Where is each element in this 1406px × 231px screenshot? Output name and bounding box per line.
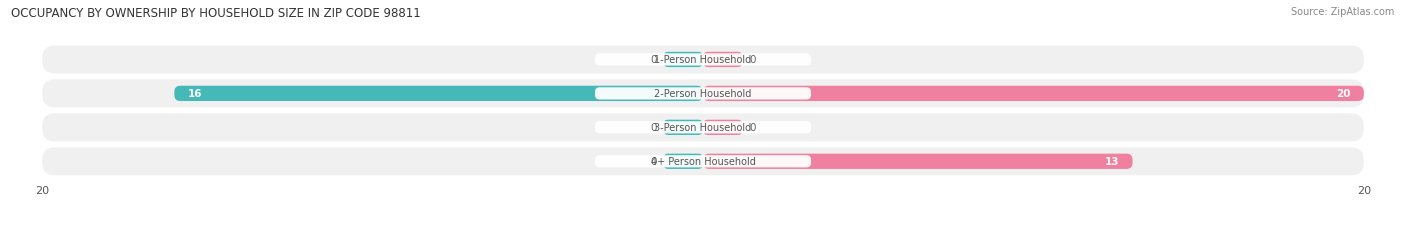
Text: Source: ZipAtlas.com: Source: ZipAtlas.com [1291, 7, 1395, 17]
FancyBboxPatch shape [42, 46, 1364, 74]
FancyBboxPatch shape [664, 154, 703, 169]
FancyBboxPatch shape [595, 122, 811, 134]
Text: OCCUPANCY BY OWNERSHIP BY HOUSEHOLD SIZE IN ZIP CODE 98811: OCCUPANCY BY OWNERSHIP BY HOUSEHOLD SIZE… [11, 7, 420, 20]
FancyBboxPatch shape [703, 154, 1133, 169]
Text: 0: 0 [749, 55, 756, 65]
Text: 0: 0 [749, 123, 756, 133]
FancyBboxPatch shape [703, 86, 1364, 102]
FancyBboxPatch shape [42, 148, 1364, 176]
Text: 0: 0 [650, 55, 657, 65]
FancyBboxPatch shape [595, 155, 811, 168]
FancyBboxPatch shape [703, 120, 742, 135]
Text: 3-Person Household: 3-Person Household [654, 123, 752, 133]
FancyBboxPatch shape [42, 80, 1364, 108]
Text: 1-Person Household: 1-Person Household [654, 55, 752, 65]
Text: 2-Person Household: 2-Person Household [654, 89, 752, 99]
Text: 13: 13 [1105, 157, 1119, 167]
FancyBboxPatch shape [664, 120, 703, 135]
Text: 0: 0 [650, 123, 657, 133]
FancyBboxPatch shape [595, 88, 811, 100]
Legend: Owner-occupied, Renter-occupied: Owner-occupied, Renter-occupied [581, 228, 825, 231]
Text: 16: 16 [187, 89, 202, 99]
FancyBboxPatch shape [664, 53, 703, 68]
Text: 20: 20 [1336, 89, 1351, 99]
FancyBboxPatch shape [174, 86, 703, 102]
Text: 4+ Person Household: 4+ Person Household [651, 157, 755, 167]
FancyBboxPatch shape [595, 54, 811, 66]
FancyBboxPatch shape [42, 114, 1364, 142]
FancyBboxPatch shape [703, 53, 742, 68]
Text: 0: 0 [650, 157, 657, 167]
